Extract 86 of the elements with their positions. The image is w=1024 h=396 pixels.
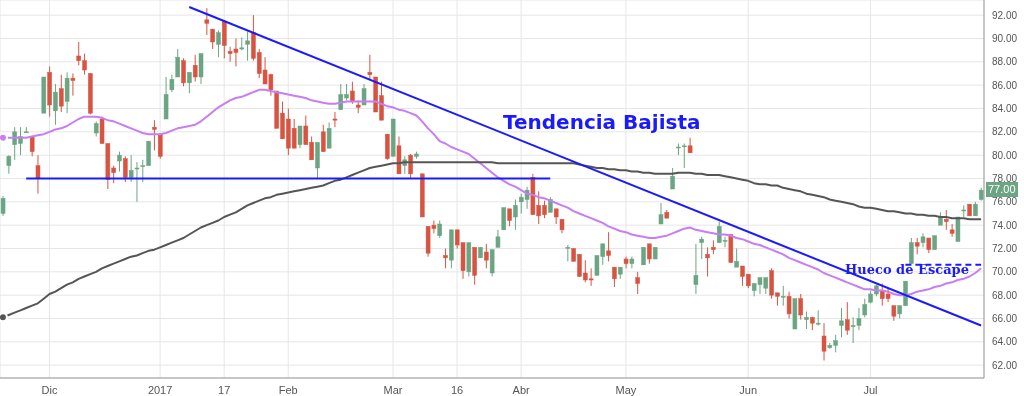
candlestick (332, 111, 338, 128)
candlestick (443, 248, 448, 269)
candlestick (687, 137, 693, 154)
candlestick (658, 202, 664, 225)
candlestick (181, 57, 186, 87)
candlestick (693, 243, 699, 295)
candlestick (187, 71, 192, 94)
candlestick (134, 161, 140, 203)
y-tick-label: 62.00 (992, 359, 1018, 371)
candlestick (204, 7, 210, 36)
y-tick-label: 90.00 (992, 33, 1018, 45)
candlestick (35, 154, 41, 195)
candlestick (839, 307, 844, 338)
y-tick-label: 86.00 (992, 79, 1018, 91)
candlestick (705, 246, 710, 277)
x-tick-label: 17 (218, 383, 231, 396)
y-tick-label: 84.00 (992, 103, 1018, 115)
candlestick (734, 248, 739, 268)
y-tick-label: 88.00 (992, 56, 1018, 68)
candlestick (798, 293, 803, 321)
candlestick (949, 223, 955, 238)
candlestick (815, 309, 821, 326)
candlestick (321, 124, 326, 153)
candlestick (6, 154, 12, 175)
candlestick (59, 74, 64, 113)
candlestick (117, 151, 122, 172)
candlestick (647, 243, 652, 265)
y-tick-label: 80.00 (992, 149, 1018, 161)
annotation: Tendencia Bajista (503, 110, 701, 134)
x-tick-label: Mar (383, 383, 403, 396)
candlestick (198, 53, 204, 85)
y-tick-label: 82.00 (992, 126, 1018, 138)
candlestick (862, 298, 868, 318)
y-tick-label: 64.00 (992, 336, 1018, 348)
x-tick-label: 16 (450, 383, 464, 396)
candlestick (367, 54, 373, 81)
candlestick (635, 271, 640, 295)
candlestick (670, 167, 675, 190)
candlestick (216, 29, 221, 58)
x-tick-label: Feb (278, 383, 298, 396)
candlestick (501, 207, 507, 231)
candlestick (123, 155, 128, 183)
candlestick (297, 125, 303, 149)
y-tick-label: 76.00 (992, 196, 1018, 208)
x-tick-label: Abr (512, 383, 530, 396)
candlestick (612, 266, 617, 288)
y-tick-label: 74.00 (992, 219, 1018, 231)
x-tick-label: Dic (41, 383, 58, 396)
candlestick (210, 28, 215, 50)
candlestick (128, 154, 134, 183)
candlestick (781, 285, 786, 307)
candlestick (70, 73, 76, 97)
y-tick-label: 66.00 (992, 313, 1018, 325)
candlestick (513, 199, 518, 231)
y-tick-label: 72.00 (992, 243, 1018, 255)
y-tick-label: 68.00 (992, 289, 1018, 301)
candlestick (64, 71, 70, 114)
text: 77.00 (986, 182, 1018, 198)
x-tick-label: May (615, 383, 637, 396)
candlestick (786, 291, 792, 319)
candlestick (53, 83, 58, 126)
candlestick (175, 48, 180, 78)
candlestick (158, 133, 163, 160)
x-tick-label: Jun (739, 383, 758, 396)
annotation: Hueco de Escape (845, 262, 969, 278)
y-tick-label: 78.00 (992, 173, 1018, 185)
y-tick-label: 70.00 (992, 266, 1018, 278)
candlestick (350, 81, 355, 105)
candlestick (245, 31, 250, 62)
x-tick-label: 2017 (147, 383, 173, 396)
candlestick (152, 119, 157, 151)
x-tick-label: Jul (863, 383, 878, 396)
candlestick (408, 153, 413, 179)
candlestick (326, 122, 332, 149)
candlestick (699, 236, 704, 260)
candlestick (192, 54, 198, 83)
candlestick (944, 209, 949, 231)
y-tick-label: 92.00 (992, 9, 1018, 21)
candlestick (484, 243, 489, 269)
candlestick (845, 301, 850, 336)
candlestick (0, 195, 6, 217)
candlestick (920, 232, 926, 248)
candlestick (909, 237, 914, 265)
candlestick (606, 231, 611, 262)
candlestick (821, 322, 827, 361)
candlestick (489, 249, 495, 277)
